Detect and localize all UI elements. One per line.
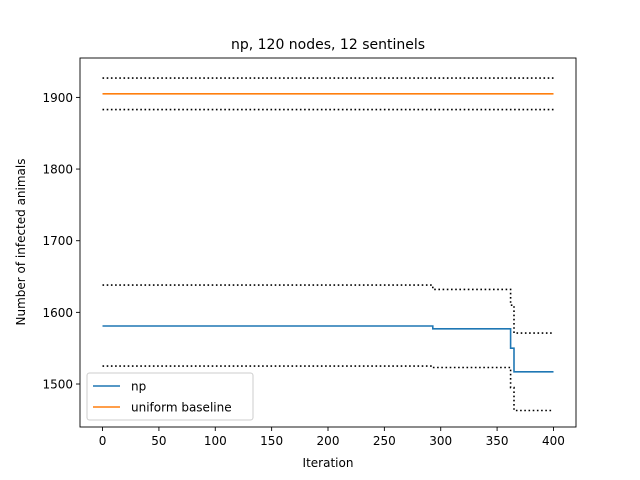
chart-title: np, 120 nodes, 12 sentinels — [231, 37, 425, 53]
y-tick-label: 1600 — [42, 306, 73, 320]
x-tick-label: 400 — [542, 434, 565, 448]
x-tick-label: 250 — [373, 434, 396, 448]
x-tick-label: 0 — [99, 434, 107, 448]
x-tick-label: 150 — [260, 434, 283, 448]
legend: np uniform baseline — [86, 372, 254, 421]
series-line-np — [102, 325, 554, 373]
legend-label-uniform-baseline: uniform baseline — [131, 401, 232, 415]
y-tick-label: 1500 — [42, 378, 73, 392]
x-tick-label: 100 — [204, 434, 227, 448]
x-tick-label: 200 — [317, 434, 340, 448]
axes: 0 50 100 150 200 250 300 350 400 1500 1600 1700 1800… — [42, 57, 577, 448]
legend-box — [86, 372, 254, 421]
x-tick-label: 350 — [486, 434, 509, 448]
plot-area — [102, 77, 554, 412]
y-tick-label: 1800 — [42, 163, 73, 177]
x-tick-label: 50 — [151, 434, 166, 448]
legend-label-np: np — [131, 380, 146, 394]
x-tick-label: 300 — [429, 434, 452, 448]
band-line-3 — [102, 284, 554, 334]
y-tick-label: 1700 — [42, 234, 73, 248]
x-axis-label: Iteration — [303, 456, 354, 470]
y-axis-label: Number of infected animals — [14, 159, 28, 326]
y-tick-label: 1900 — [42, 91, 73, 105]
